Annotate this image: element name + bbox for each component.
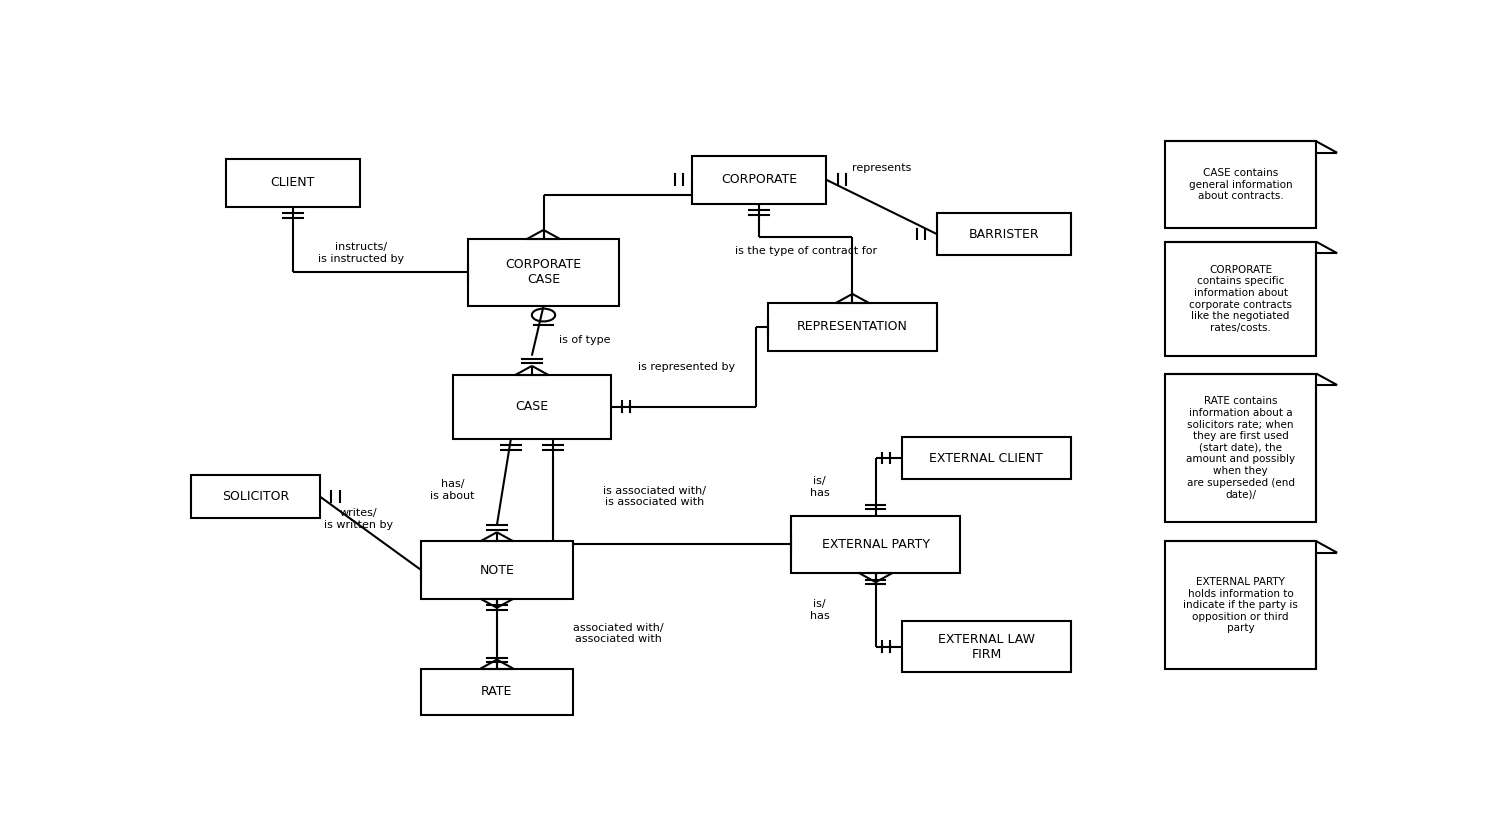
Text: BARRISTER: BARRISTER: [969, 228, 1039, 241]
FancyBboxPatch shape: [937, 214, 1071, 255]
FancyBboxPatch shape: [453, 375, 611, 439]
Text: RATE: RATE: [481, 685, 513, 698]
Text: REPRESENTATION: REPRESENTATION: [797, 321, 908, 333]
FancyBboxPatch shape: [902, 437, 1071, 479]
FancyBboxPatch shape: [791, 515, 960, 573]
FancyBboxPatch shape: [468, 238, 620, 306]
Text: is the type of contract for: is the type of contract for: [735, 246, 877, 256]
Text: associated with/
associated with: associated with/ associated with: [573, 623, 663, 645]
Text: EXTERNAL PARTY
holds information to
indicate if the party is
opposition or third: EXTERNAL PARTY holds information to indi…: [1184, 577, 1298, 633]
Text: CLIENT: CLIENT: [271, 176, 316, 189]
Text: is/
has: is/ has: [809, 476, 830, 498]
FancyBboxPatch shape: [902, 622, 1071, 672]
Text: writes/
is written by: writes/ is written by: [325, 508, 394, 529]
FancyBboxPatch shape: [421, 669, 573, 715]
Text: is/
has: is/ has: [809, 599, 830, 621]
Text: is of type: is of type: [558, 336, 611, 346]
Text: SOLICITOR: SOLICITOR: [223, 490, 289, 503]
Text: CORPORATE
contains specific
information about
corporate contracts
like the negot: CORPORATE contains specific information …: [1190, 265, 1292, 332]
Text: RATE contains
information about a
solicitors rate; when
they are first used
(sta: RATE contains information about a solici…: [1187, 396, 1295, 499]
FancyBboxPatch shape: [191, 475, 320, 519]
Text: instructs/
is instructed by: instructs/ is instructed by: [317, 243, 405, 264]
Text: has/
is about: has/ is about: [430, 479, 475, 501]
Text: CORPORATE
CASE: CORPORATE CASE: [505, 258, 582, 287]
Text: EXTERNAL CLIENT: EXTERNAL CLIENT: [929, 451, 1044, 465]
FancyBboxPatch shape: [1164, 242, 1316, 356]
Text: NOTE: NOTE: [480, 563, 514, 577]
FancyBboxPatch shape: [226, 159, 359, 207]
Text: CASE contains
general information
about contracts.: CASE contains general information about …: [1188, 168, 1292, 201]
Text: is associated with/
is associated with: is associated with/ is associated with: [603, 485, 705, 507]
FancyBboxPatch shape: [1164, 374, 1316, 522]
FancyBboxPatch shape: [769, 302, 937, 351]
Text: EXTERNAL LAW
FIRM: EXTERNAL LAW FIRM: [938, 633, 1035, 661]
FancyBboxPatch shape: [1164, 541, 1316, 669]
FancyBboxPatch shape: [692, 155, 826, 204]
FancyBboxPatch shape: [1164, 141, 1316, 228]
Text: EXTERNAL PARTY: EXTERNAL PARTY: [821, 538, 929, 551]
Text: is represented by: is represented by: [638, 361, 735, 371]
Text: CASE: CASE: [516, 401, 549, 413]
FancyBboxPatch shape: [421, 541, 573, 599]
Text: represents: represents: [851, 163, 911, 173]
Text: CORPORATE: CORPORATE: [720, 173, 797, 186]
